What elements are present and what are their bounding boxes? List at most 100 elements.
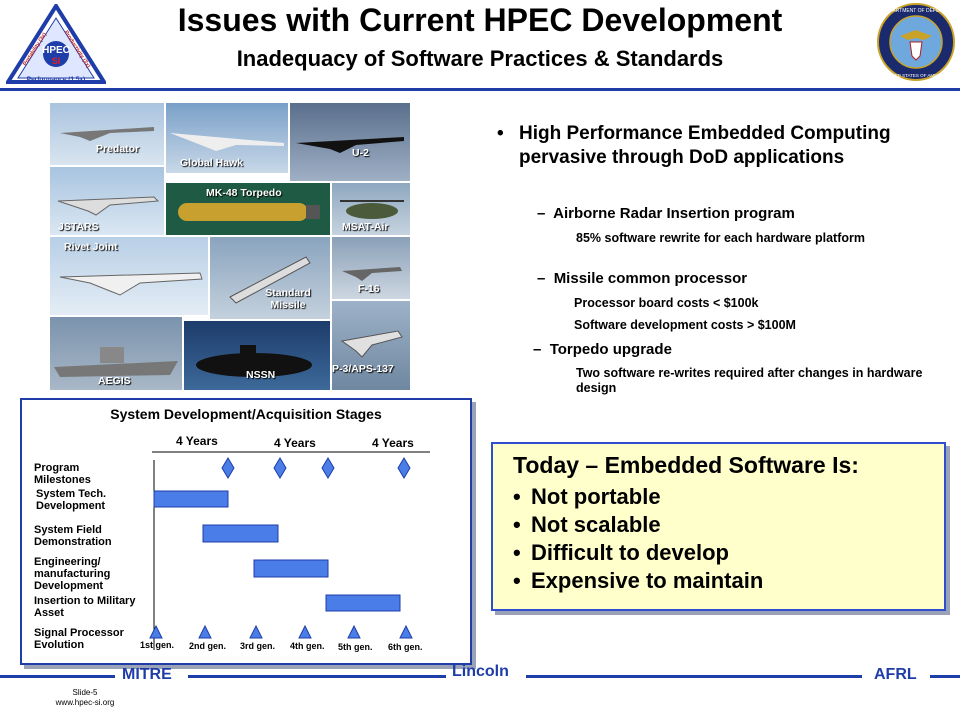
sub-bullet-torpedo: – Torpedo upgrade <box>533 341 672 358</box>
slide-number: Slide-5 <box>72 688 98 697</box>
today-software-box: Today – Embedded Software Is: • Not porta… <box>491 442 946 611</box>
bullet-dot-icon: • <box>513 568 521 593</box>
bullet-main-text: High Performance Embedded Computing perv… <box>519 123 891 168</box>
global-hawk-photo: Global Hawk <box>166 103 288 173</box>
aegis-photo: AEGIS <box>50 317 182 390</box>
header-divider <box>0 88 960 91</box>
sub-bullet-missile: – Missile common processor <box>537 270 747 287</box>
seal-bottom-text: UNITED STATES OF AMERICA <box>884 73 948 78</box>
row-label-milestones: Program Milestones <box>34 462 91 486</box>
subsub-board-costs: Processor board costs < $100k <box>574 296 759 310</box>
generation-triangle-icon <box>249 624 263 639</box>
torpedo-photo: MK-48 Torpedo <box>166 183 330 235</box>
global-hawk-label: Global Hawk <box>180 157 244 169</box>
bullet-dot-icon: • <box>513 512 521 537</box>
jstars-aircraft-icon <box>57 196 160 216</box>
p3-aircraft-icon <box>340 330 403 358</box>
today-item: • Difficult to develop <box>513 540 729 565</box>
seal-top-text: DEPARTMENT OF DEFENSE <box>882 8 950 14</box>
row-label-field-demo: System Field Demonstration <box>34 524 112 548</box>
insertion-bar <box>325 594 401 612</box>
dod-seal-logo: DEPARTMENT OF DEFENSE UNITED STATES OF A… <box>877 3 955 81</box>
bullet-dot-icon: • <box>513 540 521 565</box>
hpec-si-logo: HPEC SI Portability (3x) Productivity (3… <box>6 4 106 84</box>
row-label-insertion: Insertion to Military Asset <box>34 595 136 619</box>
jstars-label: JSTARS <box>58 221 99 233</box>
footer-afrl: AFRL <box>874 666 917 683</box>
logo-sub-text: SI <box>52 56 61 66</box>
sub-bullet-airborne: – Airborne Radar Insertion program <box>537 205 795 222</box>
gen-label: 4th gen. <box>290 641 325 651</box>
standard-missile-label: Standard Missile <box>265 287 311 311</box>
standard-missile-photo: Standard Missile <box>210 237 330 319</box>
rivet-joint-photo: Rivet Joint <box>50 237 208 315</box>
gen-label: 1st gen. <box>140 640 175 650</box>
f16-label: F-16 <box>358 283 380 295</box>
years-label: 4 Years <box>372 436 414 450</box>
global-hawk-aircraft-icon <box>170 133 284 151</box>
rivet-joint-aircraft-icon <box>59 272 203 296</box>
row-label-evolution: Signal Processor Evolution <box>34 627 124 651</box>
torpedo-label: MK-48 Torpedo <box>206 187 282 199</box>
bullet-main: • High Performance Embedded Computing pe… <box>497 122 937 170</box>
subsub-rewrites: Two software re-writes required after ch… <box>576 366 923 395</box>
tech-dev-bar <box>153 490 229 508</box>
f16-photo: F-16 <box>332 237 410 299</box>
u2-aircraft-icon <box>296 137 404 153</box>
generation-triangle-icon <box>149 624 163 639</box>
predator-photo: Predator <box>50 103 164 165</box>
today-heading: Today – Embedded Software Is: <box>513 452 859 478</box>
torpedo-icon <box>178 203 320 221</box>
milestone-diamond-icon <box>221 457 235 479</box>
page-subtitle: Inadequacy of Software Practices & Stand… <box>236 46 724 71</box>
slide-number-block: Slide-5 www.hpec-si.org <box>30 688 140 708</box>
logo-bottom-text: Performance (1.5x) <box>27 76 86 83</box>
gen-label: 5th gen. <box>338 642 373 652</box>
p3-photo: P-3/APS-137 <box>332 301 410 390</box>
subsub-software-costs: Software development costs > $100M <box>574 318 796 332</box>
generation-triangle-icon <box>198 624 212 639</box>
today-item: • Expensive to maintain <box>513 568 764 593</box>
jstars-photo: JSTARS <box>50 167 164 235</box>
msat-helicopter-icon <box>340 200 404 219</box>
website-url: www.hpec-si.org <box>55 698 115 707</box>
gen-label: 2nd gen. <box>189 641 227 651</box>
stages-graphic <box>149 451 430 650</box>
milestone-diamond-icon <box>397 457 411 479</box>
today-item: • Not portable <box>513 484 661 509</box>
footer-rule <box>0 675 115 678</box>
milestone-diamond-icon <box>321 457 335 479</box>
stages-title: System Development/Acquisition Stages <box>110 406 382 422</box>
predator-aircraft-icon <box>60 127 154 141</box>
f16-jet-icon <box>342 267 402 281</box>
row-label-tech-dev: System Tech. Development <box>36 488 107 512</box>
sub-bullet-airborne-text: Airborne Radar Insertion program <box>553 205 795 222</box>
page-title: Issues with Current HPEC Development <box>177 2 783 38</box>
generation-triangle-icon <box>399 624 413 639</box>
nssn-photo: NSSN <box>184 321 330 390</box>
years-label: 4 Years <box>274 436 316 450</box>
sub-bullet-missile-text: Missile common processor <box>553 270 748 287</box>
predator-label: Predator <box>96 143 140 155</box>
generation-triangle-icon <box>298 624 312 639</box>
footer-rule <box>526 675 862 678</box>
generation-triangle-icon <box>347 624 361 639</box>
footer-rule <box>188 675 446 678</box>
footer-rule <box>930 675 960 678</box>
years-label: 4 Years <box>176 434 218 448</box>
subsub-85-percent: 85% software rewrite for each hardware p… <box>576 231 865 245</box>
msat-photo: MSAT-Air <box>332 183 410 235</box>
logo-center-text: HPEC <box>42 45 70 56</box>
dash-icon: – <box>533 341 542 358</box>
bullet-dot-icon: • <box>497 123 504 144</box>
emd-bar <box>253 559 329 578</box>
milestone-diamond-icon <box>273 457 287 479</box>
platform-photo-collage: Predator Global Hawk U-2 JSTARS MK-48 To… <box>50 103 410 390</box>
footer-lincoln: Lincoln <box>452 663 509 680</box>
u2-photo: U-2 <box>290 103 410 181</box>
dash-icon: – <box>537 270 546 287</box>
gen-label: 3rd gen. <box>240 641 276 651</box>
p3-label: P-3/APS-137 <box>332 363 394 375</box>
msat-label: MSAT-Air <box>342 221 389 233</box>
missile-icon <box>229 256 311 304</box>
